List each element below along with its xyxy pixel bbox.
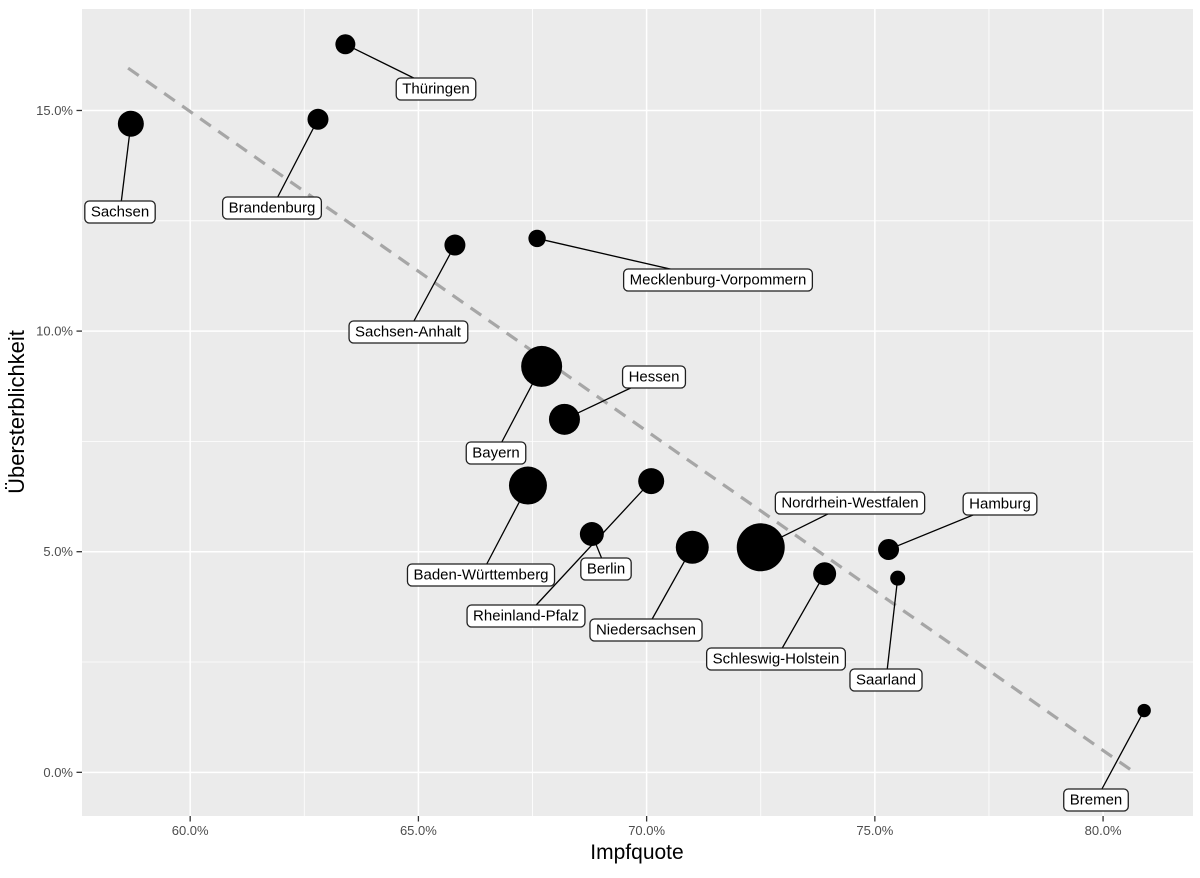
label-nordrhein-westfalen: Nordrhein-Westfalen	[774, 491, 926, 515]
state-labels: Sachsen Brandenburg Thüringen Sachsen-Anhal…	[84, 77, 1129, 812]
label-saarland: Saarland	[849, 668, 923, 692]
label-th-ringen: Thüringen	[395, 77, 477, 101]
x-tick-label: 65.0%	[400, 823, 437, 838]
label-text-rheinland-pfalz: Rheinland-Pfalz	[473, 608, 579, 625]
point-niedersachsen	[675, 530, 709, 564]
data-points	[117, 34, 1151, 718]
label-box-th-ringen	[395, 77, 477, 101]
label-sachsen: Sachsen	[84, 200, 156, 224]
x-tick-label: 70.0%	[628, 823, 665, 838]
label-box-nordrhein-westfalen	[774, 491, 926, 515]
trend-line-group	[127, 66, 1138, 776]
x-axis-title: Impfquote	[590, 841, 683, 864]
trend-line	[127, 66, 1138, 776]
major-gridlines	[82, 9, 1193, 816]
label-box-mecklenburg-vorpommern	[622, 268, 814, 292]
label-text-sachsen: Sachsen	[91, 204, 149, 221]
point-berlin	[579, 522, 604, 547]
point-brandenburg	[307, 108, 329, 130]
y-tick-label: 15.0%	[36, 103, 73, 118]
leader-line-saarland	[885, 578, 899, 681]
label-box-sachsen	[84, 200, 156, 224]
plot-panel	[82, 9, 1193, 816]
label-text-bayern: Bayern	[472, 445, 520, 462]
point-rheinland-pfalz	[638, 468, 665, 495]
label-text-th-ringen: Thüringen	[402, 81, 470, 98]
label-box-baden-w-rttemberg	[406, 563, 556, 587]
point-nordrhein-westfalen	[736, 523, 785, 572]
point-sachsen	[117, 110, 144, 137]
point-sachsen-anhalt	[444, 234, 466, 256]
label-text-sachsen-anhalt: Sachsen-Anhalt	[355, 324, 462, 341]
y-tick-label: 10.0%	[36, 324, 73, 339]
label-box-brandenburg	[221, 196, 323, 220]
label-berlin: Berlin	[580, 557, 632, 581]
point-bremen	[1137, 703, 1151, 718]
label-text-brandenburg: Brandenburg	[229, 200, 316, 217]
point-schleswig-holstein	[813, 562, 837, 586]
label-box-berlin	[580, 557, 632, 581]
label-text-berlin: Berlin	[587, 561, 625, 578]
point-saarland	[890, 570, 906, 586]
x-tick-label: 75.0%	[856, 823, 893, 838]
point-baden-w-rttemberg	[508, 466, 547, 505]
label-text-mecklenburg-vorpommern: Mecklenburg-Vorpommern	[630, 272, 807, 289]
label-box-niedersachsen	[589, 618, 703, 642]
x-tick-label: 60.0%	[172, 823, 209, 838]
leader-line-sachsen-anhalt	[407, 244, 456, 333]
label-box-rheinland-pfalz	[466, 604, 586, 628]
leader-line-rheinland-pfalz	[525, 480, 652, 617]
label-sachsen-anhalt: Sachsen-Anhalt	[348, 320, 469, 344]
label-box-bayern	[465, 441, 527, 465]
label-box-hamburg	[962, 492, 1038, 516]
point-hessen	[548, 403, 580, 435]
y-tick-label: 0.0%	[43, 765, 73, 780]
label-text-schleswig-holstein: Schleswig-Holstein	[713, 651, 840, 668]
leader-line-schleswig-holstein	[775, 573, 826, 660]
point-th-ringen	[335, 34, 356, 55]
label-schleswig-holstein: Schleswig-Holstein	[705, 647, 847, 671]
minor-gridlines	[82, 9, 1193, 816]
label-brandenburg: Brandenburg	[221, 196, 323, 220]
label-bayern: Bayern	[465, 441, 527, 465]
leader-line-brandenburg	[271, 119, 319, 209]
label-baden-w-rttemberg: Baden-Württemberg	[406, 563, 556, 587]
label-box-sachsen-anhalt	[348, 320, 469, 344]
label-text-hessen: Hessen	[629, 369, 680, 386]
label-box-schleswig-holstein	[705, 647, 847, 671]
label-box-saarland	[849, 668, 923, 692]
point-hamburg	[878, 539, 900, 561]
leader-line-sachsen	[119, 123, 132, 213]
y-axis-title: Übersterblichkeit	[4, 330, 29, 494]
label-rheinland-pfalz: Rheinland-Pfalz	[466, 604, 586, 628]
label-mecklenburg-vorpommern: Mecklenburg-Vorpommern	[622, 268, 814, 292]
leader-line-bremen	[1095, 710, 1145, 801]
label-hessen: Hessen	[621, 365, 687, 389]
point-mecklenburg-vorpommern	[528, 229, 546, 248]
point-bayern	[521, 345, 563, 387]
label-text-hamburg: Hamburg	[969, 496, 1031, 513]
label-text-bremen: Bremen	[1070, 792, 1123, 809]
label-box-hessen	[621, 365, 687, 389]
y-tick-label: 5.0%	[43, 544, 73, 559]
axis-tick-marks	[76, 109, 1104, 822]
label-box-bremen	[1063, 788, 1129, 812]
label-hamburg: Hamburg	[962, 492, 1038, 516]
label-text-niedersachsen: Niedersachsen	[596, 622, 696, 639]
label-bremen: Bremen	[1063, 788, 1129, 812]
label-text-baden-w-rttemberg: Baden-Württemberg	[413, 567, 548, 584]
label-niedersachsen: Niedersachsen	[589, 618, 703, 642]
label-text-saarland: Saarland	[856, 672, 916, 689]
label-text-nordrhein-westfalen: Nordrhein-Westfalen	[781, 495, 918, 512]
axis-tick-labels: 60.0% 65.0% 70.0% 75.0% 80.0% 0.0% 5.0% 10.0% 15…	[36, 103, 1122, 838]
x-tick-label: 80.0%	[1085, 823, 1122, 838]
